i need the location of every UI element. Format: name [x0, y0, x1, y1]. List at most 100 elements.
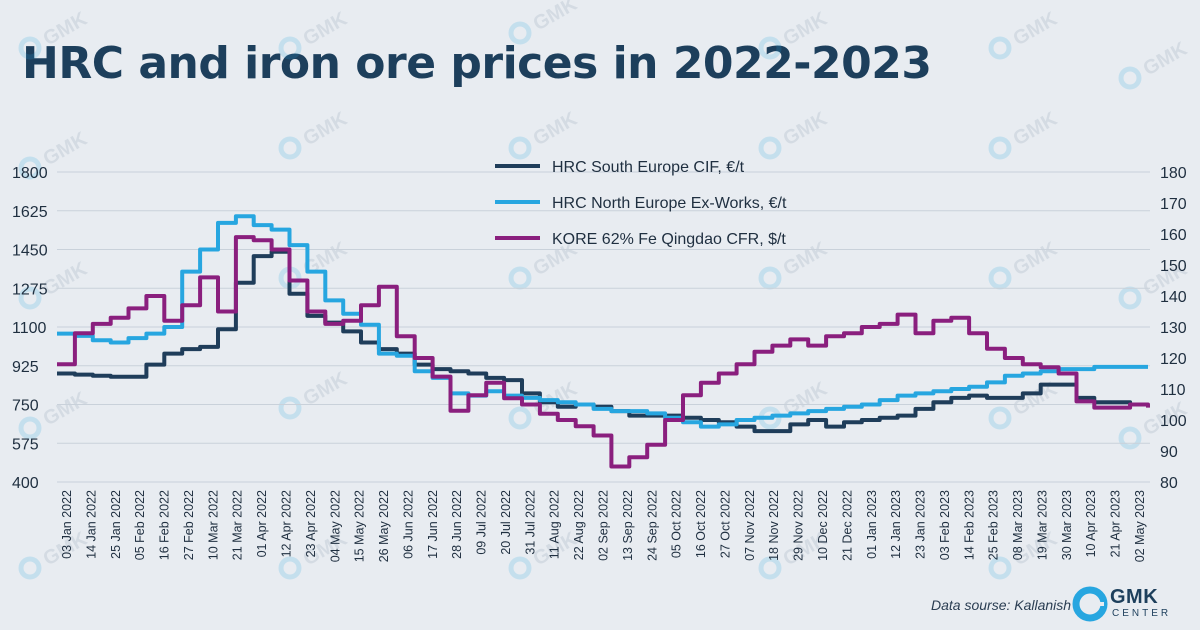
x-tick-label: 14 Feb 2023	[962, 490, 976, 560]
watermark-icon: GMK	[758, 8, 832, 60]
x-tick-label: 10 Dec 2022	[816, 490, 830, 561]
svg-text:GMK: GMK	[780, 238, 832, 281]
x-tick-label: 29 Nov 2022	[792, 490, 806, 561]
x-tick-label: 07 Nov 2022	[743, 490, 757, 561]
x-tick-label: 27 Oct 2022	[718, 490, 732, 558]
x-tick-label: 28 Jun 2022	[450, 490, 464, 559]
x-tick-label: 22 Aug 2022	[572, 490, 586, 560]
x-tick-label: 16 Oct 2022	[694, 490, 708, 558]
y-right-tick-label: 170	[1160, 196, 1187, 213]
x-tick-label: 02 May 2023	[1133, 490, 1147, 562]
y-right-tick-label: 120	[1160, 351, 1187, 368]
svg-text:GMK: GMK	[40, 388, 92, 431]
y-left-tick-label: 1100	[12, 320, 47, 337]
x-tick-label: 12 Apr 2022	[279, 490, 293, 557]
y-left-tick-label: 750	[12, 398, 39, 415]
svg-text:GMK: GMK	[1140, 38, 1192, 81]
legend-label: HRC South Europe CIF, €/t	[552, 159, 745, 176]
y-left-tick-label: 1800	[12, 165, 48, 182]
x-tick-label: 23 Jan 2023	[914, 490, 928, 559]
axes-layer: 400 575 750 925 1100 1275 1450 1625 1800 80 90 100 1…	[12, 165, 1187, 562]
watermark-icon: GMK	[278, 368, 352, 420]
y-right-tick-label: 180	[1160, 165, 1187, 182]
x-tick-label: 13 Sep 2022	[621, 490, 635, 561]
x-tick-label: 01 Apr 2022	[255, 490, 269, 557]
series-layer	[57, 214, 1150, 469]
svg-text:GMK: GMK	[780, 8, 832, 51]
watermark-icon: GMK	[988, 528, 1061, 580]
svg-text:GMK: GMK	[40, 8, 92, 51]
x-tick-label: 05 Feb 2022	[133, 490, 147, 560]
watermark-icon: GMK	[988, 108, 1062, 160]
y-left-tick-label: 1275	[12, 281, 48, 298]
y-left-tick-label: 575	[12, 436, 39, 453]
y-right-tick-label: 80	[1160, 475, 1178, 492]
x-tick-label: 12 Jan 2023	[889, 490, 903, 559]
x-tick-label: 31 Jul 2022	[523, 490, 537, 555]
x-tick-label: 08 Mar 2023	[1011, 490, 1025, 560]
watermark-icon: GMK	[988, 238, 1062, 290]
x-tick-label: 21 Mar 2022	[231, 490, 245, 560]
y-right-tick-label: 100	[1160, 413, 1187, 430]
svg-text:GMK: GMK	[1010, 8, 1062, 51]
legend: HRC South Europe CIF, €/t HRC North Europ…	[495, 159, 787, 248]
x-tick-label: 21 Dec 2022	[840, 490, 854, 561]
svg-text:GMK: GMK	[300, 368, 352, 411]
y-right-tick-label: 140	[1160, 289, 1187, 306]
svg-text:GMK: GMK	[1010, 238, 1062, 281]
x-tick-label: 04 May 2022	[328, 490, 342, 562]
chart-title: HRC and iron ore prices in 2022-2023	[22, 38, 932, 89]
y-right-tick-label: 110	[1160, 382, 1186, 399]
svg-text:GMK: GMK	[1010, 108, 1062, 151]
x-tick-label: 25 Feb 2023	[987, 490, 1001, 560]
x-tick-label: 26 May 2022	[377, 490, 391, 562]
watermark-icon: GMK	[508, 528, 581, 580]
x-tick-label: 16 Feb 2022	[158, 490, 172, 560]
watermark-icon: GMK	[278, 108, 352, 160]
x-tick-label: 02 Sep 2022	[597, 490, 611, 561]
x-tick-label: 06 Jun 2022	[401, 490, 415, 559]
y-right-tick-label: 160	[1160, 227, 1187, 244]
x-tick-label: 24 Sep 2022	[645, 490, 659, 561]
x-tick-label: 14 Jan 2022	[84, 490, 98, 559]
y-left-tick-label: 1450	[12, 243, 48, 260]
x-tick-label: 19 Mar 2023	[1035, 490, 1049, 560]
brand-sub: CENTER	[1112, 608, 1172, 619]
y-right-tick-label: 150	[1160, 258, 1187, 275]
x-tick-label: 20 Jul 2022	[499, 490, 513, 555]
watermark-icon: GMK	[988, 8, 1062, 60]
x-tick-label: 30 Mar 2023	[1060, 490, 1074, 560]
x-tick-label: 21 Apr 2023	[1109, 490, 1123, 557]
data-source-note: Data sourse: Kallanish	[931, 597, 1072, 613]
watermark-icon: GMK	[18, 8, 92, 60]
svg-text:GMK: GMK	[530, 0, 582, 35]
x-tick-label: 01 Jan 2023	[865, 490, 879, 559]
x-tick-label: 11 Aug 2022	[548, 490, 562, 559]
series-line	[57, 214, 1148, 429]
legend-label: HRC North Europe Ex-Works, €/t	[552, 195, 787, 212]
gmk-logo-icon	[1072, 586, 1108, 622]
watermark-icon: GMK	[758, 108, 831, 160]
brand-name: GMK	[1110, 586, 1159, 608]
x-tick-label: 03 Jan 2022	[60, 490, 74, 559]
y-left-tick-label: 400	[12, 475, 39, 492]
svg-text:GMK: GMK	[530, 108, 582, 151]
legend-label: KORE 62% Fe Qingdao CFR, $/t	[552, 231, 786, 248]
x-tick-label: 23 Apr 2022	[304, 490, 318, 557]
svg-text:GMK: GMK	[40, 128, 92, 171]
x-tick-label: 10 Apr 2023	[1084, 490, 1098, 557]
watermark-icon: GMK	[508, 0, 582, 45]
y-right-tick-label: 90	[1160, 444, 1178, 461]
y-right-tick-label: 130	[1160, 320, 1187, 337]
svg-text:GMK: GMK	[300, 108, 352, 151]
watermark-icon: GMK	[1118, 38, 1192, 90]
x-tick-label: 10 Mar 2022	[206, 490, 220, 560]
x-tick-label: 25 Jan 2022	[109, 490, 123, 559]
x-tick-label: 09 Jul 2022	[475, 490, 489, 555]
x-tick-label: 15 May 2022	[353, 490, 367, 562]
watermark-icon: GMK	[18, 528, 91, 580]
x-tick-label: 27 Feb 2022	[182, 490, 196, 560]
y-left-tick-label: 925	[12, 359, 39, 376]
